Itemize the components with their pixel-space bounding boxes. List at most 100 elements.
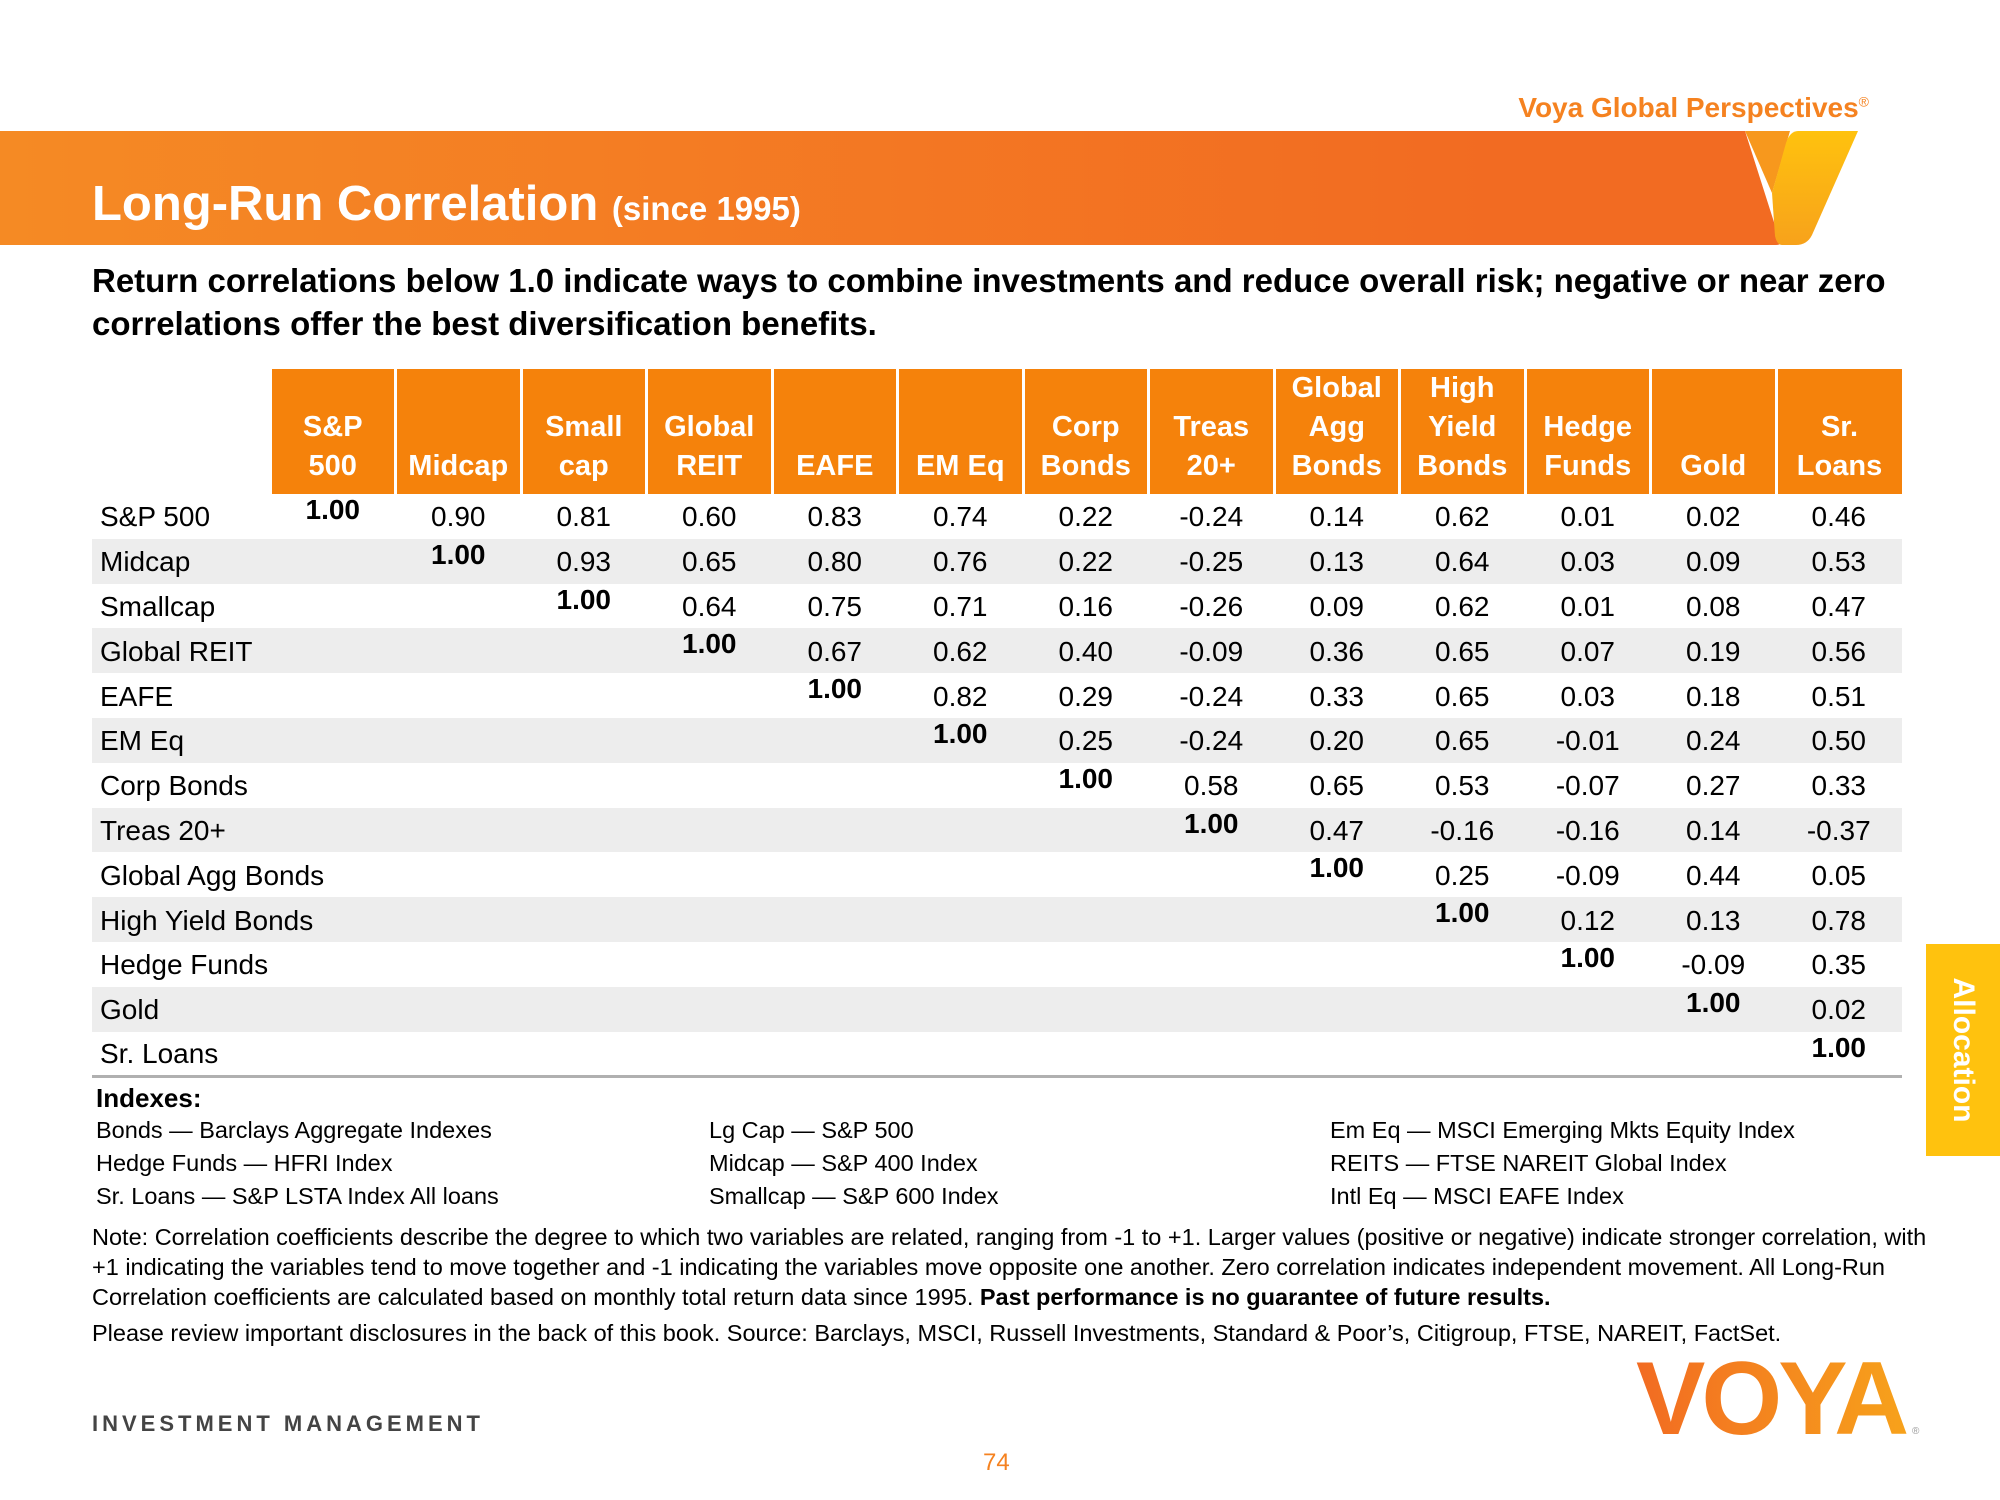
correlation-cell: 0.33 (1811, 770, 1867, 802)
table-row: EM Eq 1.00 0.25 -0.24 0.20 0.65 -0.01 0.24 0.50 (92, 717, 1902, 763)
correlation-cell (1149, 852, 1275, 897)
column-header-line: Yield (1428, 411, 1497, 443)
correlation-cell (1023, 897, 1149, 942)
table-row: Global REIT 1.00 0.67 0.62 0.40 -0.09 0.36 0.65… (92, 628, 1902, 674)
table-row: Corp Bonds 1.00 0.58 0.65 0.53 -0.07 0.27 0.33 (92, 763, 1902, 808)
svg-text:VOYA: VOYA (1636, 1356, 1907, 1456)
correlation-cell (1023, 986, 1149, 1032)
correlation-cell (1023, 807, 1149, 853)
correlation-cell: 1.00 (1776, 1031, 1902, 1078)
row-label: Smallcap (100, 590, 216, 622)
correlation-cell: 0.47 (1811, 590, 1867, 622)
index-definition: REITS — FTSE NAREIT Global Index (1330, 1150, 1727, 1176)
title-sub: (since 1995) (611, 190, 801, 227)
correlation-cell: -0.16 (1525, 807, 1651, 853)
correlation-cell: 0.67 (772, 628, 898, 674)
column-header: EM Eq (896, 369, 1023, 494)
svg-text:®: ® (1912, 1426, 1920, 1437)
table-row: Global Agg Bonds 1.00 0.25 -0.09 0.44 0.05 (92, 852, 1902, 897)
correlation-cell (1023, 1031, 1149, 1078)
row-label: Sr. Loans (92, 1031, 270, 1078)
correlation-cell: 0.09 (1650, 538, 1776, 584)
column-header-line: Global (664, 411, 755, 443)
correlation-cell (647, 852, 773, 897)
index-definition: Intl Eq — MSCI EAFE Index (1330, 1183, 1624, 1209)
allocation-tab-label: Allocation (1947, 977, 1980, 1123)
correlation-cell: 0.36 (1274, 628, 1400, 674)
table-row: EAFE 1.00 0.82 0.29 -0.24 0.33 0.65 0.03 0.18 0.5… (92, 673, 1902, 718)
company-division: INVESTMENT MANAGEMENT (92, 1411, 484, 1436)
index-definition: Sr. Loans — S&P LSTA Index All loans (96, 1183, 499, 1209)
correlation-cell: 0.56 (1776, 628, 1902, 674)
correlation-cell: 0.81 (556, 501, 612, 533)
correlation-cell: 1.00 (1058, 762, 1114, 794)
correlation-cell (1274, 986, 1400, 1032)
column-header: Sr. Loans (1774, 369, 1902, 494)
row-label: High Yield Bonds (92, 897, 313, 942)
column-header-line: EM Eq (915, 450, 1005, 482)
correlation-cell (521, 852, 647, 897)
column-header: S&P 500 (268, 369, 396, 494)
note-disclaimer: Past performance is no guarantee of futu… (979, 1284, 1551, 1310)
correlation-cell (1148, 897, 1274, 942)
correlation-cell: 1.00 (395, 538, 521, 584)
correlation-cell: 0.02 (1686, 501, 1741, 533)
row-label: Global REIT (92, 628, 270, 674)
note-text: Note: Correlation coefficients describe … (92, 1224, 1927, 1310)
column-header-line: Small (545, 411, 623, 443)
correlation-cell: 1.00 (1560, 941, 1616, 973)
column-header-line: Loans (1796, 450, 1883, 482)
correlation-cell: 0.75 (807, 590, 863, 622)
correlation-cell (395, 1031, 521, 1078)
correlation-cell (897, 986, 1023, 1032)
registered-mark: ® (1858, 93, 1869, 110)
correlation-cell (772, 1031, 898, 1078)
correlation-cell: 0.58 (1184, 770, 1239, 802)
correlation-cell (521, 986, 647, 1032)
correlation-cell: -0.24 (1148, 717, 1274, 763)
correlation-cell: 0.22 (1023, 538, 1149, 584)
correlation-cell: 1.00 (897, 717, 1023, 763)
correlation-cell: 0.62 (1435, 590, 1490, 622)
correlation-cell: 0.78 (1776, 897, 1902, 942)
correlation-cell: 0.29 (1058, 680, 1114, 712)
correlation-cell (396, 763, 522, 808)
correlation-cell (1148, 986, 1274, 1032)
correlation-cell (1023, 942, 1149, 987)
correlation-cell (647, 673, 773, 718)
allocation-tab[interactable]: Allocation (1926, 944, 2000, 1156)
correlation-cell (1149, 942, 1275, 987)
correlation-cell: -0.26 (1179, 590, 1244, 622)
correlation-cell: -0.09 (1681, 949, 1746, 981)
correlation-cell (270, 673, 396, 718)
correlation-cell (646, 1031, 772, 1078)
correlation-cell (646, 717, 772, 763)
column-header-line: Midcap (408, 450, 509, 482)
table-row: Midcap 1.00 0.93 0.65 0.80 0.76 0.22 -0.25 0.13 0… (92, 538, 1902, 584)
column-header-line: S&P (302, 411, 363, 443)
correlation-cell: 0.65 (1435, 680, 1490, 712)
correlation-cell: -0.25 (1148, 538, 1274, 584)
correlation-cell (646, 807, 772, 853)
correlation-cell (1399, 986, 1525, 1032)
correlation-cell: 0.74 (933, 501, 988, 533)
correlation-cell: 0.65 (646, 538, 772, 584)
column-header: Corp Bonds (1021, 369, 1149, 494)
table-row: Treas 20+ 1.00 0.47 -0.16 -0.16 0.14 -0.37 (92, 807, 1902, 853)
correlation-cell: 1.00 (556, 583, 612, 615)
correlation-cell: 0.62 (897, 628, 1023, 674)
correlation-cell: 0.44 (1686, 859, 1741, 891)
correlation-cell: 0.62 (1435, 501, 1490, 533)
column-header-line: Corp (1051, 411, 1120, 443)
correlation-cell (395, 717, 521, 763)
correlation-cell (396, 673, 522, 718)
column-header-line: Bonds (1417, 450, 1508, 482)
brand-text: Voya Global Perspectives (1518, 92, 1859, 123)
correlation-cell: 0.35 (1811, 949, 1867, 981)
correlation-cell (270, 986, 396, 1032)
table-row: Gold 1.00 0.02 (92, 986, 1902, 1032)
correlation-cell: 0.60 (682, 501, 737, 533)
index-definition: Midcap — S&P 400 Index (709, 1150, 978, 1176)
correlation-cell (270, 897, 396, 942)
correlation-cell: 0.09 (1309, 590, 1365, 622)
